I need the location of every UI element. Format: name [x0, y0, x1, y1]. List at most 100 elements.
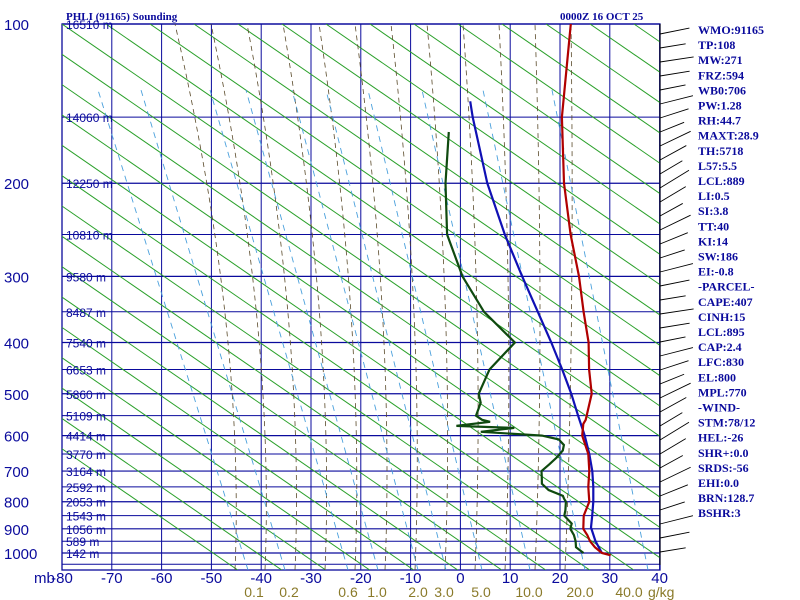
temperature-tick-label: 30: [601, 570, 618, 587]
mixing-ratio-label: 20.0: [566, 584, 593, 600]
mixing-ratio-label: 5.0: [471, 584, 491, 600]
pressure-tick-label: 900: [4, 522, 29, 539]
index-value: SI:3.8: [698, 204, 728, 218]
wind-barb: [659, 84, 686, 91]
height-label: 3164 m: [66, 465, 106, 479]
dry-adiabat-line: [62, 387, 326, 570]
index-value: LI:0.5: [698, 189, 730, 203]
index-value: -WIND-: [698, 401, 740, 415]
dry-adiabat-line: [237, 24, 660, 316]
index-value: LCL:889: [698, 174, 745, 188]
sounding-traces: [444, 24, 611, 557]
station-title: PHLI (91165) Sounding: [66, 11, 178, 23]
dry-adiabat-line: [501, 24, 660, 134]
dry-adiabat-line: [413, 24, 660, 195]
pressure-tick-label: 500: [4, 387, 29, 404]
dry-adiabat-line: [62, 357, 370, 570]
wind-barb: [659, 160, 683, 175]
wind-barb: [659, 263, 694, 273]
index-value: TH:5718: [698, 144, 743, 158]
wind-barb: [659, 308, 694, 315]
mixing-ratio-label: 1.0: [367, 584, 387, 600]
moist-adiabat-line: [174, 24, 237, 570]
pressure-tick-label: 100: [4, 17, 29, 34]
wind-barb: [659, 249, 685, 259]
pressure-tick-label: 800: [4, 495, 29, 512]
moist-adiabat-line: [534, 24, 541, 570]
mixing-ratio-label: 3.0: [434, 584, 454, 600]
pressure-tick-label: 300: [4, 269, 29, 286]
temperature-tick-label: 40: [651, 570, 668, 587]
moist-adiabat-line: [354, 24, 388, 570]
dry-adiabat-line: [62, 326, 414, 570]
dry-adiabat-line: [62, 417, 282, 570]
wind-barb: [659, 466, 691, 483]
index-value: LCL:895: [698, 325, 745, 339]
moist-adiabat-line: [390, 24, 418, 570]
moist-adiabat-line: [498, 24, 510, 570]
dry-adiabat-line: [325, 24, 660, 255]
pressure-tick-label: 600: [4, 429, 29, 446]
index-value: TP:108: [698, 38, 735, 52]
pressure-tick-label: 200: [4, 176, 29, 193]
height-label: 4414 m: [66, 430, 106, 444]
height-label: 7540 m: [66, 336, 106, 350]
height-label: 1543 m: [66, 510, 106, 524]
index-value: SRDS:-56: [698, 461, 749, 475]
height-label: 3770 m: [66, 448, 106, 462]
height-label: 142 m: [66, 547, 99, 561]
index-value: -PARCEL-: [698, 280, 754, 294]
wind-barb: [659, 501, 685, 511]
wind-barb: [659, 43, 686, 49]
height-label: 589 m: [66, 535, 99, 549]
moist-adiabat-line: [246, 24, 297, 570]
wind-barb: [659, 70, 690, 77]
height-label: 5860 m: [66, 388, 106, 402]
wind-barb: [659, 121, 685, 133]
pressure-unit-label: mb: [34, 570, 55, 587]
index-value: BSHR:3: [698, 506, 741, 520]
index-value: BRN:128.7: [698, 491, 754, 505]
dry-adiabat-line: [105, 24, 660, 407]
height-label: 2592 m: [66, 481, 106, 495]
dry-adiabat-line: [62, 296, 458, 570]
wind-barb: [659, 421, 690, 441]
height-label: 5109 m: [66, 410, 106, 424]
wind-barb: [659, 203, 683, 217]
dry-adiabat-line: [766, 24, 800, 570]
temperature-tick-label: 20: [552, 570, 569, 587]
index-value: SHR+:0.0: [698, 446, 749, 460]
index-value: SW:186: [698, 250, 738, 264]
wind-barb: [659, 108, 689, 119]
mixing-ratio-line: [482, 89, 586, 570]
dry-adiabat-line: [457, 24, 660, 164]
moist-adiabat-line: [282, 24, 328, 570]
index-value: KI:14: [698, 234, 728, 248]
index-value: CAPE:407: [698, 295, 753, 309]
dry-adiabat-line: [369, 24, 660, 225]
dry-adiabats: [62, 24, 800, 570]
mixing-ratio-line: [367, 89, 483, 570]
wind-barb: [659, 336, 686, 343]
height-label: 2053 m: [66, 496, 106, 510]
dry-adiabat-line: [149, 24, 660, 377]
mixing-ratio-label: 2.0: [408, 584, 428, 600]
wind-barb: [659, 412, 683, 427]
moist-adiabat-line: [318, 24, 358, 570]
index-value: CAP:2.4: [698, 340, 742, 354]
height-label: 9580 m: [66, 270, 106, 284]
index-value: PW:1.28: [698, 99, 742, 113]
temperature-tick-label: -80: [51, 570, 73, 587]
index-value: EI:-0.8: [698, 265, 734, 279]
wind-barb: [659, 484, 688, 497]
index-value: WMO:91165: [698, 23, 764, 37]
mixing-ratio-line: [551, 89, 649, 570]
index-value: TT:40: [698, 219, 729, 233]
mixing-ratio-label: 40.0: [615, 584, 642, 600]
wind-barb: [659, 232, 688, 245]
wind-barb: [659, 360, 689, 371]
temperature-tick-label: -60: [151, 570, 173, 587]
wind-barb: [659, 279, 690, 287]
